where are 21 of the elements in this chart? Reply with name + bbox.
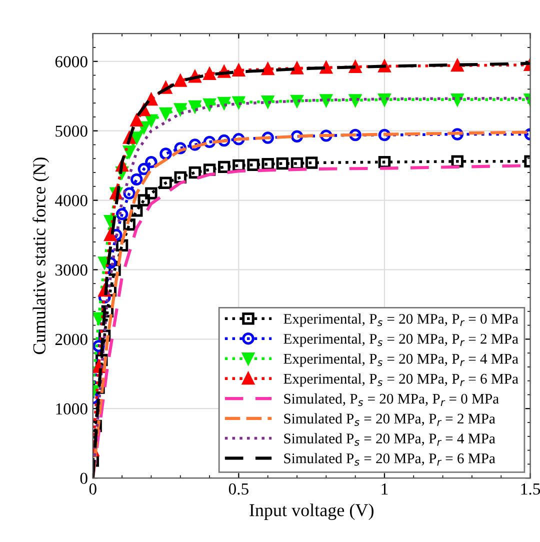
legend-label: Experimental, P$_{s}$ = 20 MPa, P$_{r}$ = 0 MPa (284, 314, 518, 327)
x-axis-title: Input voltage (V) (250, 504, 374, 520)
y-tick-label: 3000 (55, 264, 88, 276)
y-tick-label: 4000 (55, 194, 88, 206)
legend-label: Simulated P$_{s}$ = 20 MPa, P$_{r}$ = 4 MPa (284, 433, 496, 446)
x-tick-label: 0.5 (228, 483, 248, 495)
legend-label: Simulated, P$_{s}$ = 20 MPa, P$_{r}$ = 0 MPa (284, 393, 499, 406)
y-tick-label: 5000 (56, 126, 88, 137)
y-tick-label: 6000 (55, 56, 88, 68)
legend-label: Simulated P$_{s}$ = 20 MPa, P$_{r}$ = 2 MPa (284, 413, 496, 426)
x-tick-label: 0 (89, 483, 96, 495)
x-tick-label: 1 (382, 483, 388, 494)
y-axis-title: Cumulative static force (N) (32, 158, 50, 354)
legend-label: Simulated P$_{s}$ = 20 MPa, P$_{r}$ = 6 MPa (284, 453, 496, 466)
legend-label: Experimental, P$_{s}$ = 20 MPa, P$_{r}$ = 4 MPa (284, 353, 518, 367)
y-tick-label: 2000 (55, 334, 88, 346)
legend-label: Experimental, P$_{s}$ = 20 MPa, P$_{r}$ = 6 MPa (284, 373, 518, 387)
y-tick-label: 0 (80, 472, 88, 484)
x-tick-label: 1.5 (521, 483, 540, 495)
y-tick-label: 1000 (56, 403, 88, 415)
legend-label: Experimental, P$_{s}$ = 20 MPa, P$_{r}$ = 2 MPa (284, 333, 518, 347)
